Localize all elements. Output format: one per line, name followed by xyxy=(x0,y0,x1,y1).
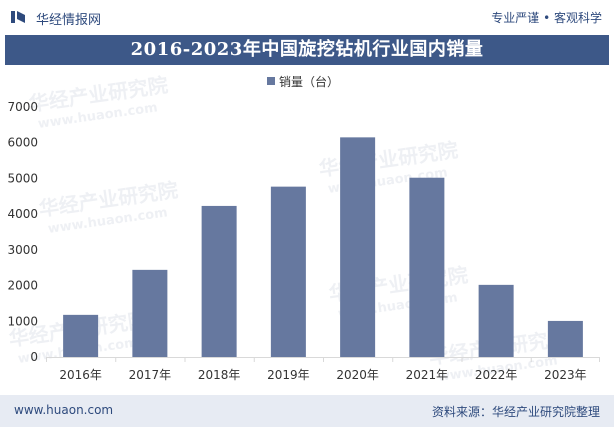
chart-legend: 销量（台） xyxy=(267,74,339,89)
y-axis: 0 1000 2000 3000 4000 5000 6000 7000 xyxy=(7,100,38,364)
bar xyxy=(132,269,168,357)
bar-series xyxy=(63,137,583,357)
x-tick-label: 2023年 xyxy=(544,368,587,382)
bar xyxy=(547,320,583,357)
x-tick-label: 2022年 xyxy=(475,368,518,382)
x-tick-label: 2021年 xyxy=(406,368,449,382)
tagline: 专业严谨 • 客观科学 xyxy=(491,11,602,25)
bar xyxy=(409,177,445,357)
brand-name: 华经情报网 xyxy=(36,13,102,28)
x-tick-label: 2019年 xyxy=(267,368,310,382)
legend-label: 销量（台） xyxy=(279,74,339,89)
y-tick-label: 5000 xyxy=(7,171,38,185)
y-tick-label: 1000 xyxy=(7,314,38,328)
y-tick-label: 2000 xyxy=(7,279,38,293)
top-bar: 华经情报网 专业严谨 • 客观科学 xyxy=(0,0,614,33)
bar xyxy=(478,284,514,357)
y-tick-label: 7000 xyxy=(7,100,38,114)
bar xyxy=(201,205,237,357)
bar xyxy=(340,137,376,357)
chart-title: 2016-2023年中国旋挖钻机行业国内销量 xyxy=(5,35,609,65)
x-tick-label: 2017年 xyxy=(129,368,172,382)
bar xyxy=(63,314,99,357)
brand-logo-icon xyxy=(11,11,25,23)
x-tick-label: 2016年 xyxy=(59,368,102,382)
y-tick-label: 0 xyxy=(30,350,38,364)
x-tick-label: 2018年 xyxy=(198,368,241,382)
bar xyxy=(270,186,306,357)
footer-bar: www.huaon.com 资料来源：华经产业研究院整理 xyxy=(0,395,614,427)
y-tick-label: 3000 xyxy=(7,243,38,257)
y-tick-label: 4000 xyxy=(7,207,38,221)
x-axis: 2016年 2017年 2018年 2019年 2020年 2021年 2022年 2023年 xyxy=(46,357,600,382)
footer-source: 资料来源：华经产业研究院整理 xyxy=(431,405,600,419)
legend-swatch xyxy=(267,77,275,85)
x-tick-label: 2020年 xyxy=(336,368,379,382)
footer-url: www.huaon.com xyxy=(14,403,114,417)
y-tick-label: 6000 xyxy=(7,136,38,150)
bar-chart: 华经产业研究院www.huaon.com华经产业研究院www.huaon.com… xyxy=(7,73,600,385)
